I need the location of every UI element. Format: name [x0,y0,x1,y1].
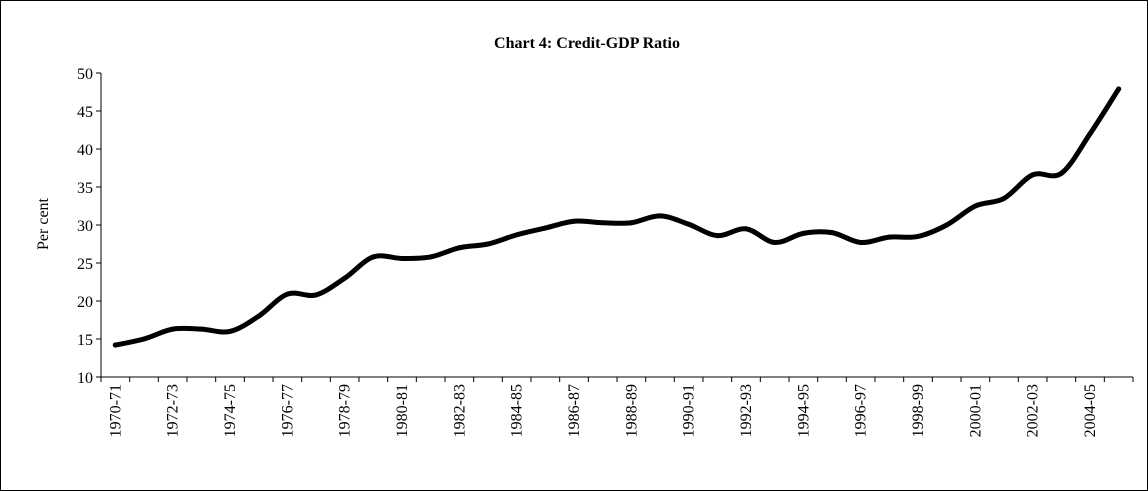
series-line [112,86,1122,348]
x-tick-label: 1970-71 [107,384,124,437]
series-layer [112,86,1122,348]
data-point [714,233,720,239]
x-axis: 1970-71 1972-73 1974-75 1976-77 1978-79 1980-… [100,376,1134,437]
y-axis: 10 15 20 25 30 35 40 45 50 [77,66,102,387]
data-point [141,336,147,342]
y-tick-label: 10 [77,370,93,387]
data-point [915,233,921,239]
y-axis-title: Per cent [35,197,52,250]
data-point [972,203,978,209]
x-tick-label: 1974-75 [222,384,239,437]
x-tick-label: 1990-91 [681,384,698,437]
data-point [514,232,520,238]
data-point [772,239,778,245]
data-point [743,226,749,232]
x-tick-label: 1992-93 [738,384,755,437]
x-tick-label: 1976-77 [279,384,296,437]
data-point [542,225,548,231]
data-point [829,230,835,236]
data-point [657,213,663,219]
data-point [399,255,405,261]
x-tick-label: 1984-85 [509,384,526,437]
data-point [800,230,806,236]
y-tick-label: 30 [77,218,93,235]
data-point [1087,131,1093,137]
y-tick-label: 35 [77,180,93,197]
y-tick-label: 15 [77,332,93,349]
x-tick-label: 2004-05 [1082,384,1099,437]
x-tick-label: 2002-03 [1025,384,1042,437]
data-point [1030,172,1036,178]
x-tick-label: 1996-97 [853,384,870,437]
data-point [628,220,634,226]
data-point [170,326,176,332]
x-tick-label: 1972-73 [165,384,182,437]
data-point [284,291,290,297]
y-tick-label: 50 [77,66,93,83]
data-point [456,245,462,251]
data-point [686,221,692,227]
y-tick-label: 45 [77,104,93,121]
data-point [256,313,262,319]
data-point [370,254,376,260]
y-tick-label: 20 [77,294,93,311]
data-point [313,292,319,298]
data-point [428,254,434,260]
data-point [1058,170,1064,176]
data-point [1001,195,1007,201]
data-point [858,239,864,245]
x-tick-label: 1994-95 [795,384,812,437]
x-tick-label: 1978-79 [337,384,354,437]
data-point [485,241,491,247]
data-point [886,234,892,240]
data-point [1116,86,1122,92]
x-tick-label: 2000-01 [967,384,984,437]
x-tick-label: 1988-89 [623,384,640,437]
x-tick-label: 1982-83 [451,384,468,437]
x-tick-label: 1986-87 [566,384,583,437]
chart-title: Chart 4: Credit-GDP Ratio [494,35,680,52]
data-point [600,220,606,226]
y-tick-label: 40 [77,142,93,159]
data-point [227,328,233,334]
data-point [571,218,577,224]
data-point [342,275,348,281]
data-point [944,222,950,228]
data-point [198,326,204,332]
data-point [112,342,118,348]
x-tick-label: 1998-99 [910,384,927,437]
x-tick-label: 1980-81 [394,384,411,437]
y-tick-label: 25 [77,256,93,273]
